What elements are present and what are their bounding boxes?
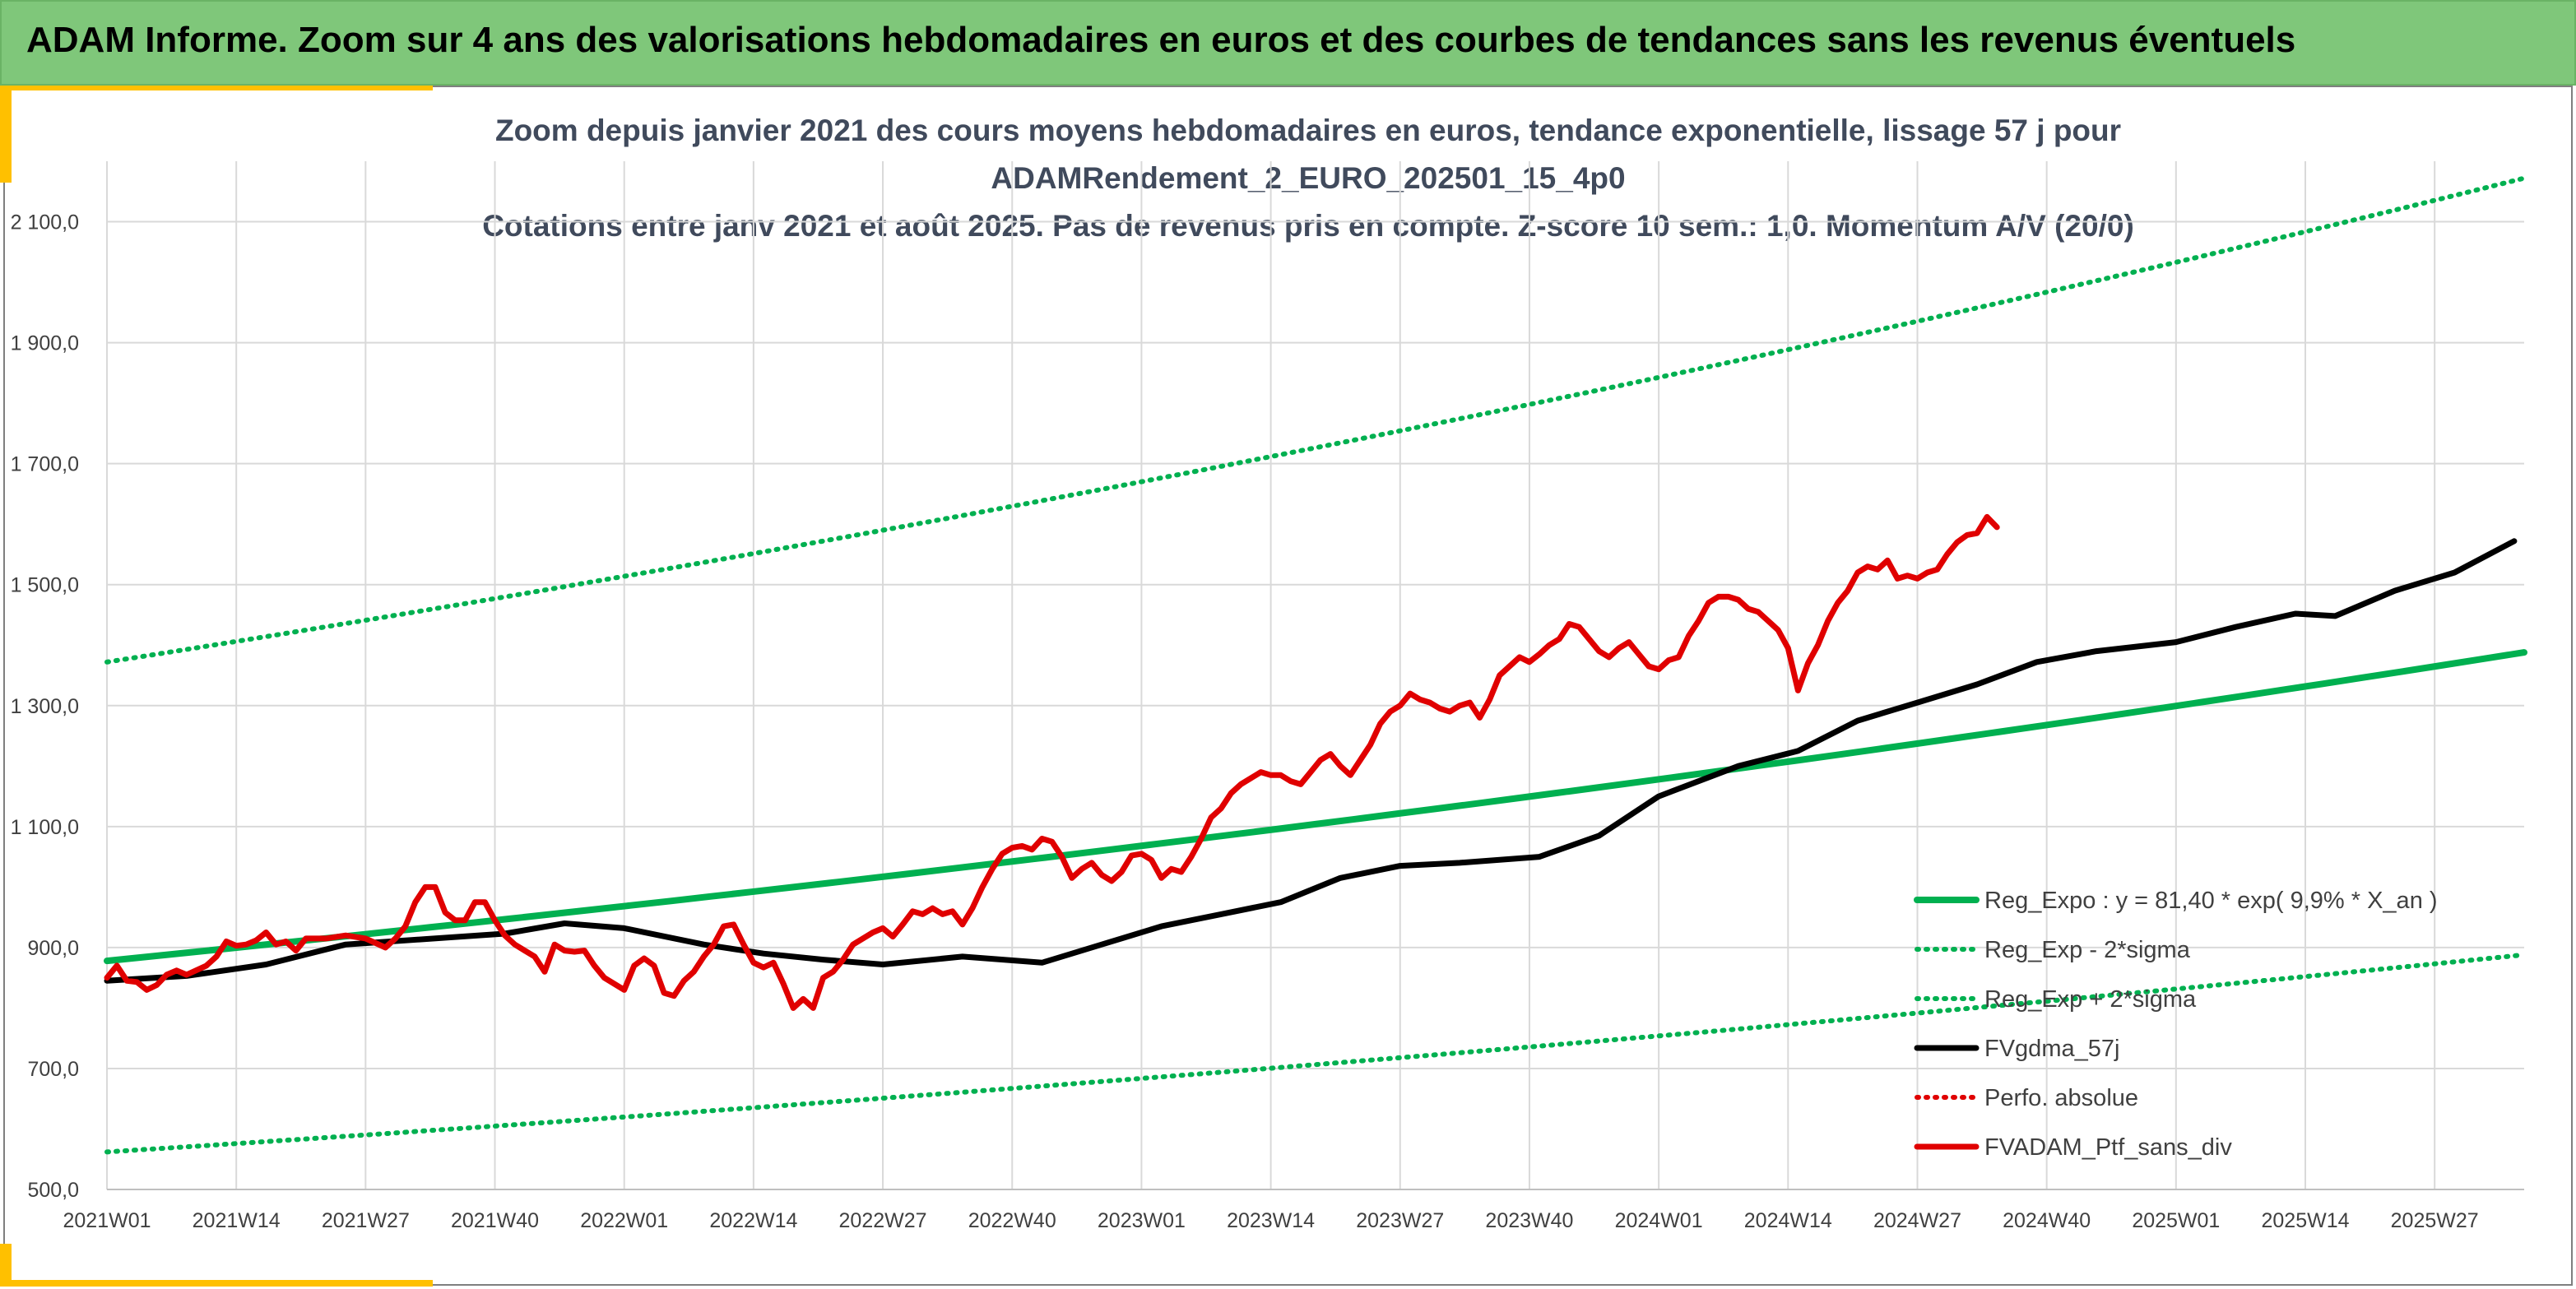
series-line-1 <box>104 952 2527 1155</box>
y-tick-label: 2 100,0 <box>11 211 79 234</box>
y-tick-label: 1 500,0 <box>11 574 79 597</box>
legend-label: FVADAM_Ptf_sans_div <box>1984 1134 2232 1161</box>
series-line-0 <box>104 649 2527 965</box>
y-tick-label: 700,0 <box>27 1058 79 1081</box>
x-tick-label: 2022W14 <box>709 1209 797 1232</box>
chart-grid <box>106 161 2524 1190</box>
chart-title-line-2: ADAMRendement_2_EURO_202501_15_4p0 <box>991 161 1626 195</box>
x-tick-label: 2021W01 <box>63 1209 151 1232</box>
x-axis-ticks: 2021W01 2021W14 2021W27 2021W40 2022W01 2022W… <box>63 1209 2478 1232</box>
x-tick-label: 2023W40 <box>1485 1209 1573 1232</box>
x-tick-label: 2023W27 <box>1356 1209 1444 1232</box>
x-tick-label: 2021W27 <box>322 1209 410 1232</box>
legend-label: FVgdma_57j <box>1984 1036 2119 1062</box>
x-tick-label: 2024W27 <box>1873 1209 1961 1232</box>
x-tick-label: 2021W40 <box>451 1209 539 1232</box>
header-banner: ADAM Informe. Zoom sur 4 ans des valoris… <box>0 0 2576 86</box>
x-tick-label: 2021W14 <box>193 1209 281 1232</box>
y-tick-label: 1 300,0 <box>11 695 79 718</box>
y-tick-label: 1 700,0 <box>11 453 79 476</box>
x-tick-label: 2023W14 <box>1227 1209 1315 1232</box>
series-line-5 <box>104 513 2000 1011</box>
accent-bar-left-top <box>0 86 12 183</box>
legend-label: Reg_Expo : y = 81,40 * exp( 9,9% * X_an … <box>1984 888 2438 914</box>
x-tick-label: 2023W01 <box>1098 1209 1186 1232</box>
accent-bar-top <box>0 86 433 90</box>
series-line-3 <box>104 538 2518 984</box>
x-tick-label: 2022W27 <box>839 1209 927 1232</box>
x-tick-label: 2025W27 <box>2391 1209 2479 1232</box>
y-tick-label: 500,0 <box>27 1179 79 1202</box>
chart-legend: Reg_Expo : y = 81,40 * exp( 9,9% * X_an … <box>1914 888 2438 1161</box>
chart-frame <box>3 86 2573 1286</box>
y-tick-label: 1 900,0 <box>11 332 79 355</box>
x-tick-label: 2024W40 <box>2003 1209 2091 1232</box>
legend-label: Reg_Exp + 2*sigma <box>1984 986 2197 1013</box>
chart-series <box>104 175 2527 1155</box>
x-tick-label: 2025W14 <box>2261 1209 2349 1232</box>
series-line-2 <box>104 175 2527 665</box>
y-tick-label: 1 100,0 <box>11 816 79 839</box>
accent-bar-left-bottom <box>0 1244 12 1287</box>
chart-title-line-3: Cotations entre janv 2021 et août 2025. … <box>482 209 2134 243</box>
legend-label: Perfo. absolue <box>1984 1085 2138 1111</box>
y-axis-ticks: 500,0 700,0 900,0 1 100,0 1 300,0 1 500,0 1 70… <box>11 211 79 1202</box>
x-tick-label: 2024W14 <box>1744 1209 1832 1232</box>
y-tick-label: 900,0 <box>27 937 79 960</box>
accent-bar-bottom <box>0 1280 433 1287</box>
x-tick-label: 2022W40 <box>968 1209 1056 1232</box>
x-tick-label: 2025W01 <box>2132 1209 2220 1232</box>
header-title: ADAM Informe. Zoom sur 4 ans des valoris… <box>26 20 2296 60</box>
chart-title-line-1: Zoom depuis janvier 2021 des cours moyen… <box>494 114 2122 147</box>
legend-label: Reg_Exp - 2*sigma <box>1984 937 2191 963</box>
x-tick-label: 2022W01 <box>580 1209 668 1232</box>
x-tick-label: 2024W01 <box>1615 1209 1703 1232</box>
